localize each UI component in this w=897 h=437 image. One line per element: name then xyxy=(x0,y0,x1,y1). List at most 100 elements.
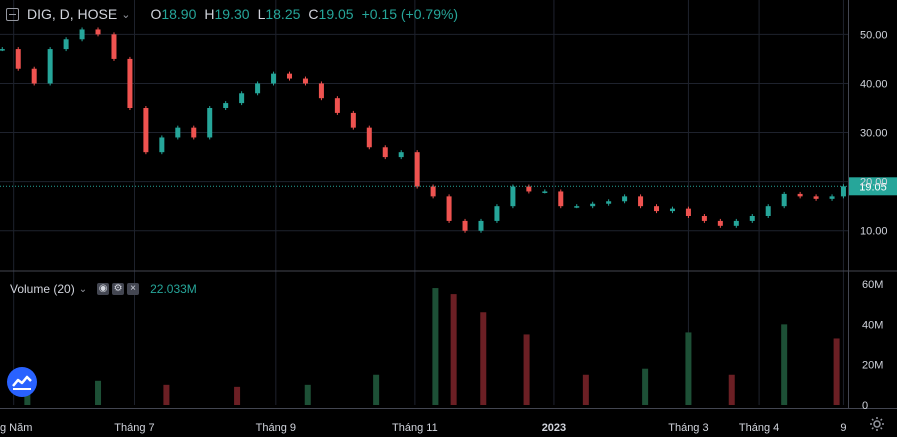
price-tick-label: 20.00 xyxy=(860,177,888,189)
time-tick-label: Tháng 4 xyxy=(739,422,779,434)
price-tick-label: 30.00 xyxy=(860,128,888,140)
last-price-label: 19.05 xyxy=(859,181,887,193)
time-tick-label: Tháng 11 xyxy=(392,422,438,434)
candle xyxy=(478,220,484,231)
time-tick-label: Tháng 9 xyxy=(256,422,296,434)
volume-bar xyxy=(582,374,589,405)
time-tick-label: Tháng 7 xyxy=(114,422,154,434)
collapse-legend-icon[interactable] xyxy=(6,7,19,21)
candle xyxy=(813,196,819,199)
time-tick-label: 2023 xyxy=(542,422,566,434)
high-label: H xyxy=(204,6,215,22)
time-tick-label: Tháng 3 xyxy=(668,422,708,434)
candle xyxy=(733,220,739,226)
candle xyxy=(79,29,85,40)
chart-settings-gear-icon[interactable] xyxy=(869,416,885,432)
candle xyxy=(717,220,723,226)
candle xyxy=(318,83,324,99)
candle xyxy=(255,83,261,94)
candle xyxy=(749,216,755,221)
candle xyxy=(15,49,21,69)
symbol-label[interactable]: DIG, D, HOSE xyxy=(27,6,118,22)
candle xyxy=(590,203,596,207)
candle xyxy=(127,58,133,108)
candle xyxy=(622,196,628,202)
candle xyxy=(765,206,771,216)
candle xyxy=(829,196,835,199)
candle xyxy=(207,108,213,138)
candle xyxy=(414,152,420,187)
candle xyxy=(350,112,356,128)
volume-bar xyxy=(728,374,735,405)
candle xyxy=(111,34,117,59)
volume-bar xyxy=(234,386,241,405)
low-label: L xyxy=(257,6,266,22)
volume-bar xyxy=(450,294,457,405)
candle xyxy=(510,186,516,207)
time-tick-label: g Năm xyxy=(0,422,32,434)
volume-bar xyxy=(304,384,311,405)
candle xyxy=(669,208,675,212)
candle xyxy=(175,127,181,138)
candle xyxy=(191,127,197,138)
low-value: 18.25 xyxy=(265,6,301,22)
candle xyxy=(446,196,452,221)
candle xyxy=(462,220,468,231)
candle xyxy=(302,78,308,84)
chevron-down-icon[interactable]: ⌄ xyxy=(78,283,88,295)
candle xyxy=(494,206,500,221)
candle xyxy=(95,29,101,35)
candle xyxy=(159,137,165,153)
volume-value: 22.033M xyxy=(150,282,197,296)
candle xyxy=(239,93,245,104)
high-value: 19.30 xyxy=(214,6,250,22)
tradingview-logo-icon[interactable] xyxy=(7,367,37,397)
volume-bar xyxy=(95,380,102,405)
candle xyxy=(287,73,293,79)
volume-bar xyxy=(373,374,380,405)
candle xyxy=(685,208,691,216)
open-label: O xyxy=(150,6,162,22)
volume-legend: Volume (20) ⌄ ◉ ⚙ × 22.033M xyxy=(10,282,197,296)
candle xyxy=(143,108,149,153)
volume-tick-label: 20M xyxy=(862,360,883,372)
volume-tick-label: 60M xyxy=(862,279,883,291)
candle xyxy=(654,206,660,212)
candle xyxy=(797,193,803,197)
candle xyxy=(840,186,846,197)
candle xyxy=(366,127,372,148)
candle xyxy=(526,186,532,192)
price-tick-label: 10.00 xyxy=(860,226,888,238)
eye-icon[interactable]: ◉ xyxy=(97,283,110,295)
candle xyxy=(574,206,580,208)
candle xyxy=(606,201,612,204)
gear-icon[interactable]: ⚙ xyxy=(112,283,125,295)
change-value: +0.15 (+0.79%) xyxy=(361,6,459,22)
volume-indicator-name[interactable]: Volume (20) xyxy=(10,282,75,296)
candle xyxy=(638,196,644,207)
candle xyxy=(0,49,5,51)
volume-bar xyxy=(432,288,439,405)
volume-bar xyxy=(642,368,649,405)
price-tick-label: 50.00 xyxy=(860,29,888,41)
candle xyxy=(271,73,277,84)
candle xyxy=(398,152,404,158)
volume-bar xyxy=(685,332,692,405)
last-price-label-bg xyxy=(849,177,897,196)
volume-bar xyxy=(480,312,487,405)
candle xyxy=(63,39,69,50)
candle xyxy=(701,216,707,221)
close-icon[interactable]: × xyxy=(127,283,140,295)
candle xyxy=(781,193,787,207)
volume-bar xyxy=(523,334,530,405)
candle xyxy=(334,98,340,113)
close-value: 19.05 xyxy=(318,6,354,22)
volume-bar xyxy=(781,324,788,405)
chevron-down-icon[interactable]: ⌄ xyxy=(121,8,131,21)
open-value: 18.90 xyxy=(161,6,197,22)
close-label: C xyxy=(308,6,319,22)
volume-bar xyxy=(833,338,840,405)
volume-bar xyxy=(163,384,170,405)
time-tick-label: 9 xyxy=(840,422,846,434)
